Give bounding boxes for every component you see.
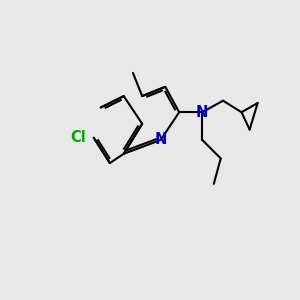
Text: N: N bbox=[154, 132, 167, 147]
Text: Cl: Cl bbox=[70, 130, 86, 145]
Text: N: N bbox=[196, 105, 208, 120]
